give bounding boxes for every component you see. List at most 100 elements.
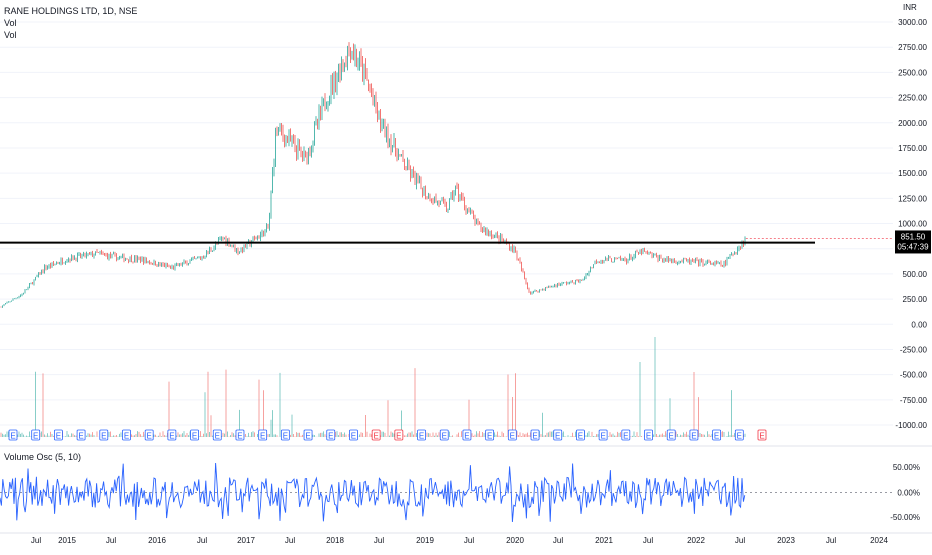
earnings-badge bbox=[530, 429, 540, 441]
earnings-marker: E bbox=[326, 429, 336, 441]
currency-label: INR bbox=[903, 3, 917, 12]
time-tick-label: Jul bbox=[464, 536, 474, 545]
price-tick-label: 1500.00 bbox=[898, 169, 927, 178]
earnings-marker: E bbox=[576, 429, 585, 441]
time-tick-label: Jul bbox=[31, 536, 41, 545]
earnings-marker: E bbox=[53, 429, 63, 441]
volume-label-1[interactable]: Vol bbox=[4, 18, 17, 28]
earnings-badge bbox=[280, 429, 290, 441]
earnings-marker: E bbox=[122, 429, 131, 441]
earnings-badge bbox=[462, 429, 472, 441]
earnings-marker: E bbox=[144, 429, 154, 441]
earnings-marker: E bbox=[553, 429, 563, 441]
earnings-marker: E bbox=[598, 429, 608, 441]
earnings-marker: E bbox=[417, 429, 426, 441]
earnings-badge bbox=[734, 429, 744, 441]
earnings-marker: E bbox=[507, 429, 517, 441]
price-tick-label: 1250.00 bbox=[898, 194, 927, 203]
earnings-marker: E bbox=[190, 429, 199, 441]
volume-oscillator bbox=[0, 462, 893, 523]
earnings-badge bbox=[144, 429, 154, 441]
earnings-label: E bbox=[169, 432, 174, 441]
earnings-marker: E bbox=[8, 429, 18, 441]
earnings-label: E bbox=[328, 432, 333, 441]
last-price-value: 851.50 bbox=[901, 232, 926, 241]
time-tick-label: 2020 bbox=[506, 536, 524, 545]
earnings-marker: E bbox=[280, 429, 290, 441]
time-tick-label: 2023 bbox=[777, 536, 795, 545]
oscillator-line bbox=[0, 462, 746, 523]
earnings-label: E bbox=[600, 432, 605, 441]
earnings-marker: E bbox=[644, 429, 653, 441]
earnings-badge bbox=[576, 429, 585, 441]
earnings-label: E bbox=[759, 432, 764, 441]
earnings-label: E bbox=[555, 432, 560, 441]
time-tick-label: 2015 bbox=[58, 536, 76, 545]
earnings-label: E bbox=[623, 432, 628, 441]
price-tick-label: 2000.00 bbox=[898, 119, 927, 128]
earnings-label: E bbox=[464, 432, 469, 441]
last-price-badge bbox=[895, 230, 931, 254]
support-line[interactable] bbox=[0, 238, 893, 244]
earnings-badge bbox=[167, 429, 177, 441]
earnings-badge bbox=[598, 429, 608, 441]
price-tick-label: 2500.00 bbox=[898, 68, 927, 77]
earnings-label: E bbox=[124, 432, 129, 441]
earnings-label: E bbox=[192, 432, 197, 441]
earnings-label: E bbox=[419, 432, 424, 441]
earnings-label: E bbox=[396, 432, 401, 441]
earnings-label: E bbox=[714, 432, 719, 441]
earnings-badge bbox=[31, 429, 41, 441]
time-tick-label: Jul bbox=[826, 536, 836, 545]
indicator-legend[interactable]: Volume Osc (5, 10) bbox=[4, 452, 82, 462]
symbol-title[interactable]: RANE HOLDINGS LTD, 1D, NSE bbox=[4, 6, 138, 16]
earnings-marker: E bbox=[371, 429, 381, 441]
time-tick-label: 2019 bbox=[416, 536, 434, 545]
earnings-badge bbox=[212, 429, 222, 441]
volume-label-2[interactable]: Vol bbox=[4, 30, 17, 40]
earnings-label: E bbox=[487, 432, 492, 441]
price-tick-label: 0.00 bbox=[911, 320, 927, 329]
osc-tick-label: 0.00% bbox=[897, 489, 920, 498]
chart-legend: RANE HOLDINGS LTD, 1D, NSE Vol Vol bbox=[4, 5, 137, 41]
countdown-timer: 05:47:39 bbox=[897, 242, 929, 251]
earnings-label: E bbox=[305, 432, 310, 441]
earnings-label: E bbox=[510, 432, 515, 441]
earnings-badge bbox=[326, 429, 336, 441]
time-tick-label: 2018 bbox=[326, 536, 344, 545]
earnings-marker: E bbox=[303, 429, 313, 441]
earnings-badge bbox=[76, 429, 86, 441]
price-tick-label: -500.00 bbox=[900, 371, 928, 380]
time-tick-label: Jul bbox=[735, 536, 745, 545]
earnings-marker: E bbox=[689, 429, 699, 441]
price-tick-label: -750.00 bbox=[900, 396, 928, 405]
earnings-label: E bbox=[147, 432, 152, 441]
earnings-label: E bbox=[10, 432, 15, 441]
earnings-badge bbox=[621, 429, 631, 441]
price-tick-label: -250.00 bbox=[900, 345, 928, 354]
price-axis[interactable]: INR 3000.00 2750.00 2500.00 2250.00 2000.00 17… bbox=[895, 3, 931, 430]
earnings-marker: E bbox=[258, 429, 268, 441]
earnings-marker: E bbox=[235, 429, 245, 441]
earnings-badge bbox=[485, 429, 495, 441]
earnings-label: E bbox=[33, 432, 38, 441]
earnings-badge bbox=[757, 429, 767, 441]
oscillator-axis: 50.00% 0.00% -50.00% bbox=[890, 463, 920, 522]
time-tick-label: Jul bbox=[643, 536, 653, 545]
price-tick-label: 2250.00 bbox=[898, 94, 927, 103]
osc-tick-label: 50.00% bbox=[893, 463, 920, 472]
earnings-badge bbox=[666, 429, 676, 441]
time-tick-label: Jul bbox=[374, 536, 384, 545]
earnings-marker: E bbox=[621, 429, 631, 441]
earnings-label: E bbox=[351, 432, 356, 441]
earnings-badge bbox=[235, 429, 245, 441]
price-series bbox=[0, 42, 746, 308]
price-tick-label: 2750.00 bbox=[898, 43, 927, 52]
price-tick-label: 3000.00 bbox=[898, 18, 927, 27]
earnings-marker: E bbox=[530, 429, 540, 441]
time-axis[interactable]: Jul 2015 Jul 2016 Jul 2017 Jul 2018 Jul 2019 Jul 20… bbox=[31, 536, 889, 545]
earnings-badge bbox=[439, 429, 449, 441]
earnings-label: E bbox=[442, 432, 447, 441]
